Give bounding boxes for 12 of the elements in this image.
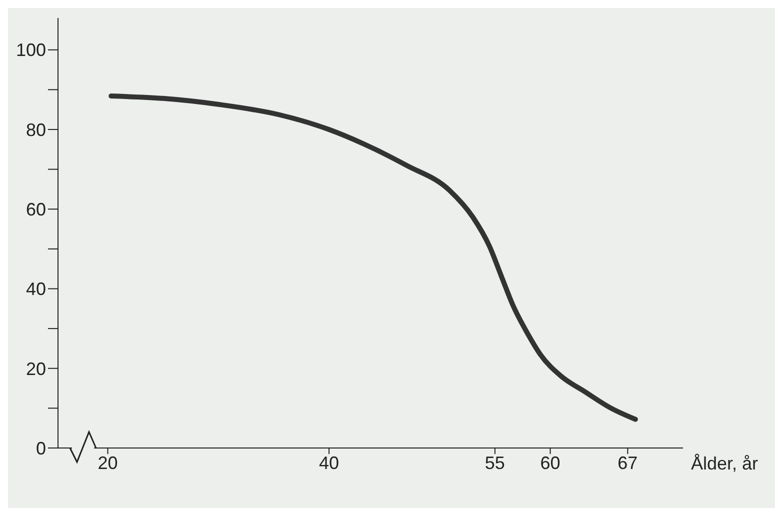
x-tick-label: 20 <box>98 452 118 473</box>
y-tick-label: 60 <box>26 200 46 220</box>
x-tick-label: 40 <box>319 452 340 473</box>
y-tick-label: 80 <box>26 120 46 140</box>
y-tick-label: 20 <box>26 358 46 379</box>
y-tick-label: 0 <box>36 438 46 458</box>
y-tick-label: 40 <box>26 279 46 300</box>
x-tick-label: 55 <box>484 452 505 473</box>
x-axis-title: Ålder, år <box>691 453 758 474</box>
x-tick-label: 60 <box>540 452 560 473</box>
x-tick-label: 67 <box>618 452 638 473</box>
y-tick-label: 100 <box>16 40 46 60</box>
